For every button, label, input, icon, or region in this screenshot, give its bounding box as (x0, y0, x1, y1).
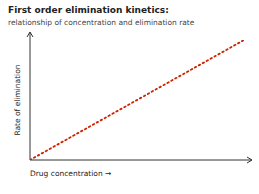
chart: First order elimination kinetics: relatio… (0, 0, 259, 194)
y-axis-label: Rate of elimination (13, 64, 22, 135)
y-axis-arrow (27, 32, 33, 37)
line-series (30, 40, 244, 160)
plot-area (30, 40, 244, 160)
title: First order elimination kinetics: (8, 5, 169, 15)
chart-container: First order elimination kinetics: relatio… (0, 0, 259, 194)
x-axis-label: Drug concentration → (30, 169, 111, 178)
x-axis-arrow (247, 157, 252, 163)
subtitle: relationship of concentration and elimin… (8, 18, 195, 27)
y-axis (30, 32, 31, 160)
x-axis (30, 160, 252, 161)
